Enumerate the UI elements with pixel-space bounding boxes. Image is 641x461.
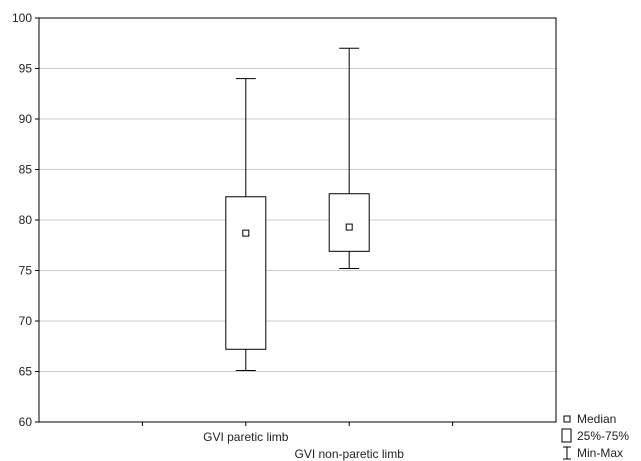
legend-label-box: 25%-75% xyxy=(577,428,630,443)
median-marker xyxy=(345,223,353,231)
y-axis: 60 65 70 75 80 85 90 95 100 xyxy=(12,11,39,429)
y-tick-label: 60 xyxy=(19,415,33,429)
y-tick-label: 85 xyxy=(19,163,33,177)
boxes xyxy=(225,47,370,371)
x-tick-label: GVI paretic limb xyxy=(203,430,289,444)
grid-lines xyxy=(39,68,556,372)
x-tick-label: GVI non-paretic limb xyxy=(295,447,405,461)
box-iqr xyxy=(328,193,370,252)
median-marker xyxy=(242,229,250,237)
y-tick-label: 95 xyxy=(19,62,33,76)
y-tick-label: 65 xyxy=(19,365,33,379)
box-group xyxy=(328,47,370,269)
legend-item-whisker: Min-Max xyxy=(560,444,641,461)
whisker-icon xyxy=(560,446,574,460)
box-iqr xyxy=(225,196,267,350)
legend-item-box: 25%-75% xyxy=(560,427,641,444)
box-group xyxy=(225,78,267,371)
y-tick-label: 90 xyxy=(19,112,33,126)
legend: Median 25%-75% Min-Max xyxy=(560,410,641,461)
box-icon xyxy=(560,428,574,443)
y-tick-label: 70 xyxy=(19,314,33,328)
x-axis: GVI paretic limb GVI non-paretic limb xyxy=(141,422,454,461)
y-tick-label: 80 xyxy=(19,213,33,227)
legend-item-median: Median xyxy=(560,410,641,427)
legend-label-median: Median xyxy=(577,411,617,426)
y-tick-label: 75 xyxy=(19,264,33,278)
median-marker-icon xyxy=(560,415,574,423)
y-tick-label: 100 xyxy=(12,11,32,25)
legend-label-whisker: Min-Max xyxy=(577,445,624,460)
